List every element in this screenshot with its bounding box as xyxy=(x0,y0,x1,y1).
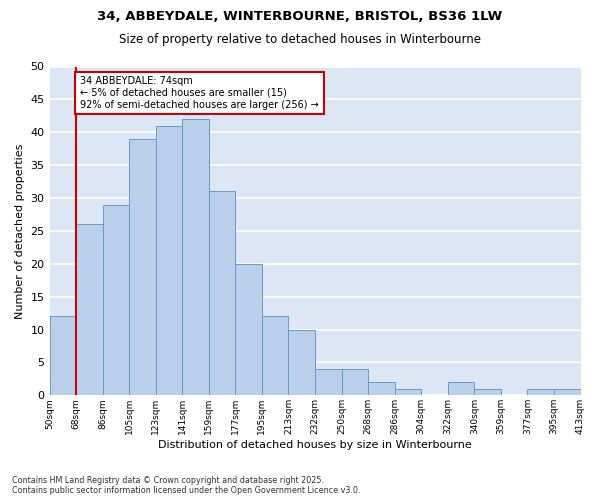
Bar xyxy=(129,139,156,396)
Text: 34 ABBEYDALE: 74sqm
← 5% of detached houses are smaller (15)
92% of semi-detache: 34 ABBEYDALE: 74sqm ← 5% of detached hou… xyxy=(80,76,319,110)
Text: Contains HM Land Registry data © Crown copyright and database right 2025.
Contai: Contains HM Land Registry data © Crown c… xyxy=(12,476,361,495)
Text: 34, ABBEYDALE, WINTERBOURNE, BRISTOL, BS36 1LW: 34, ABBEYDALE, WINTERBOURNE, BRISTOL, BS… xyxy=(97,10,503,23)
Bar xyxy=(448,382,475,396)
Bar xyxy=(182,119,209,396)
Bar xyxy=(209,192,235,396)
Bar xyxy=(341,369,368,396)
Bar xyxy=(156,126,182,396)
X-axis label: Distribution of detached houses by size in Winterbourne: Distribution of detached houses by size … xyxy=(158,440,472,450)
Bar xyxy=(368,382,395,396)
Bar xyxy=(289,330,315,396)
Bar xyxy=(554,388,581,396)
Y-axis label: Number of detached properties: Number of detached properties xyxy=(15,143,25,318)
Bar xyxy=(235,264,262,396)
Bar xyxy=(103,204,129,396)
Bar xyxy=(395,388,421,396)
Bar xyxy=(50,316,76,396)
Bar xyxy=(315,369,341,396)
Bar xyxy=(475,388,501,396)
Bar xyxy=(262,316,289,396)
Text: Size of property relative to detached houses in Winterbourne: Size of property relative to detached ho… xyxy=(119,32,481,46)
Bar xyxy=(527,388,554,396)
Bar xyxy=(76,224,103,396)
